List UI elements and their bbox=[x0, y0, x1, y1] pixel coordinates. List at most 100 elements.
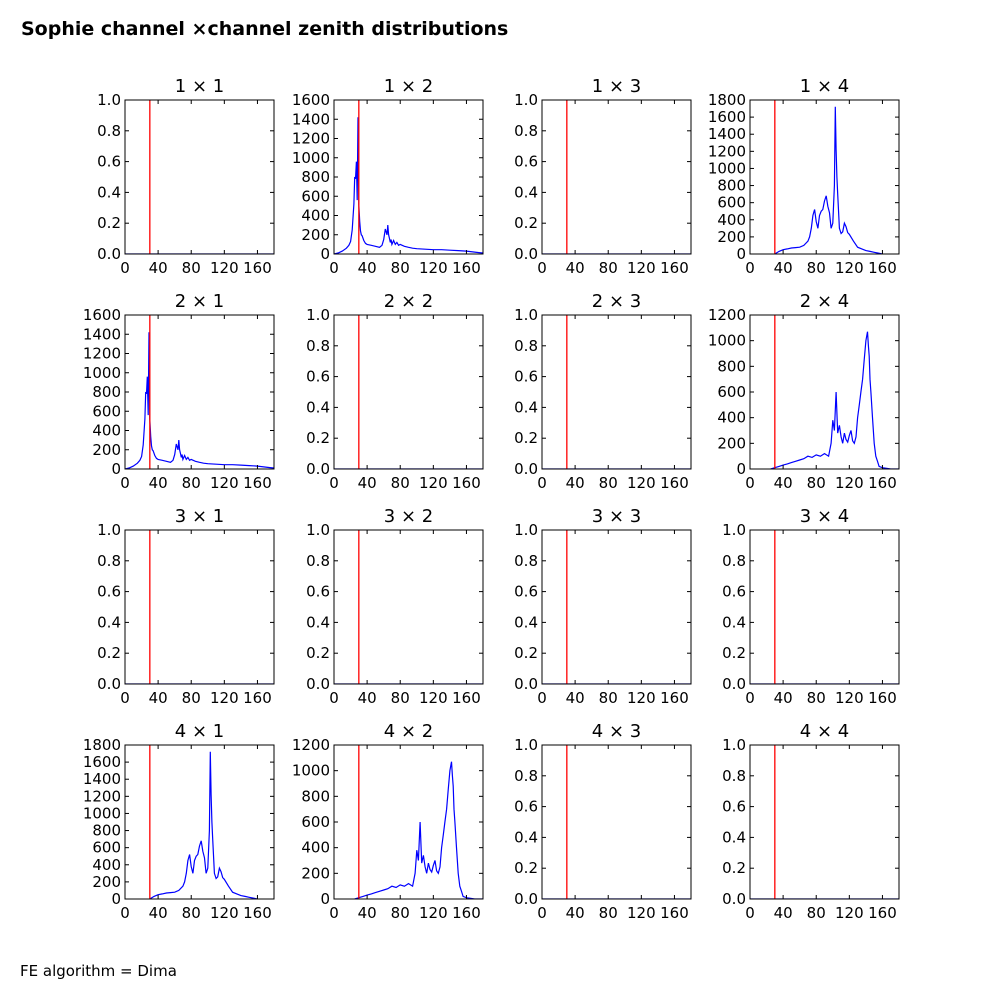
y-tick-label: 400 bbox=[717, 211, 746, 229]
y-tick-label: 1200 bbox=[292, 130, 330, 148]
y-tick-label: 1400 bbox=[83, 325, 121, 343]
subplot-title: 4 × 3 bbox=[592, 721, 641, 742]
x-tick-label: 120 bbox=[835, 474, 864, 492]
x-tick-label: 40 bbox=[149, 259, 168, 277]
subplot-2-1: 2 × 10 40 80 120 160020040060080010001200140… bbox=[83, 291, 275, 492]
y-tick-label: 0.4 bbox=[722, 828, 746, 846]
y-tick-label: 1600 bbox=[708, 108, 746, 126]
y-tick-label: 1400 bbox=[708, 125, 746, 143]
y-tick-label: 0.4 bbox=[514, 828, 538, 846]
y-tick-label: 0 bbox=[111, 890, 121, 908]
x-tick-label: 120 bbox=[835, 259, 864, 277]
x-tick-label: 80 bbox=[599, 689, 618, 707]
subplot-title: 2 × 2 bbox=[384, 291, 433, 312]
y-tick-label: 1000 bbox=[83, 364, 121, 382]
subplot-3-1: 3 × 1 0 40 80 120 160 0.0 0.2 0.4 0.6 0.8 1.0 bbox=[97, 506, 275, 707]
y-tick-label: 1000 bbox=[83, 804, 121, 822]
y-tick-label: 1600 bbox=[83, 753, 121, 771]
x-tick-label: 120 bbox=[835, 689, 864, 707]
x-tick-label: 160 bbox=[243, 259, 272, 277]
x-tick-label: 160 bbox=[868, 259, 897, 277]
subplot-4-4: 4 × 4 0 40 80 120 160 0.0 0.2 0.4 0.6 0.8 1.0 bbox=[722, 721, 900, 922]
y-tick-label: 0.2 bbox=[514, 429, 538, 447]
y-tick-label: 0.4 bbox=[514, 398, 538, 416]
y-tick-label: 0.2 bbox=[514, 859, 538, 877]
y-tick-label: 0.2 bbox=[514, 214, 538, 232]
y-tick-label: 1.0 bbox=[306, 306, 330, 324]
y-tick-label: 0.0 bbox=[97, 245, 121, 263]
axes-frame bbox=[749, 99, 900, 255]
subplot-title: 3 × 1 bbox=[175, 506, 224, 527]
axes-frame bbox=[541, 99, 692, 255]
y-tick-label: 600 bbox=[301, 187, 330, 205]
y-tick-label: 1.0 bbox=[97, 521, 121, 539]
x-tick-label: 40 bbox=[149, 689, 168, 707]
x-tick-label: 160 bbox=[452, 904, 481, 922]
y-tick-label: 200 bbox=[92, 873, 121, 891]
y-tick-label: 400 bbox=[301, 207, 330, 225]
subplot-title: 3 × 2 bbox=[384, 506, 433, 527]
y-tick-label: 0 bbox=[736, 460, 746, 478]
x-tick-label: 40 bbox=[774, 259, 793, 277]
histogram-line bbox=[125, 332, 274, 469]
x-tick-label: 120 bbox=[210, 689, 239, 707]
y-tick-label: 200 bbox=[717, 228, 746, 246]
x-tick-label: 80 bbox=[807, 689, 826, 707]
y-tick-label: 200 bbox=[301, 226, 330, 244]
axes-frame bbox=[749, 529, 900, 685]
x-tick-label: 40 bbox=[566, 904, 585, 922]
y-tick-label: 1200 bbox=[83, 787, 121, 805]
y-tick-label: 400 bbox=[92, 422, 121, 440]
x-tick-label: 160 bbox=[243, 904, 272, 922]
y-tick-label: 1.0 bbox=[722, 736, 746, 754]
y-tick-label: 600 bbox=[301, 813, 330, 831]
subplot-4-2: 4 × 2 0 40 80 120 160 0 200 400 600 800 1000 1200 bbox=[292, 721, 484, 922]
x-tick-label: 0 bbox=[745, 689, 755, 707]
y-tick-label: 1000 bbox=[292, 149, 330, 167]
y-tick-label: 0.0 bbox=[722, 890, 746, 908]
y-tick-label: 0.0 bbox=[514, 675, 538, 693]
x-tick-label: 40 bbox=[566, 474, 585, 492]
x-tick-label: 40 bbox=[566, 689, 585, 707]
subplot-title: 2 × 3 bbox=[592, 291, 641, 312]
figure-title: Sophie channel ×channel zenith distribut… bbox=[21, 18, 509, 40]
y-tick-label: 0.2 bbox=[97, 214, 121, 232]
subplot-3-4: 3 × 4 0 40 80 120 160 0.0 0.2 0.4 0.6 0.8 1.0 bbox=[722, 506, 900, 707]
subplot-3-3: 3 × 3 0 40 80 120 160 0.0 0.2 0.4 0.6 0.8 1.0 bbox=[514, 506, 692, 707]
x-tick-label: 160 bbox=[452, 689, 481, 707]
y-tick-label: 0.0 bbox=[306, 675, 330, 693]
x-tick-label: 40 bbox=[774, 904, 793, 922]
subplot-title: 2 × 1 bbox=[175, 291, 224, 312]
axes-frame bbox=[541, 529, 692, 685]
x-tick-label: 0 bbox=[537, 904, 547, 922]
y-tick-label: 800 bbox=[301, 787, 330, 805]
axes-frame bbox=[124, 744, 275, 900]
subplot-title: 1 × 4 bbox=[800, 76, 849, 97]
y-tick-label: 0.8 bbox=[306, 337, 330, 355]
y-tick-label: 0.6 bbox=[306, 583, 330, 601]
axes-frame bbox=[541, 744, 692, 900]
histogram-line bbox=[149, 751, 258, 899]
x-tick-label: 0 bbox=[537, 689, 547, 707]
y-tick-label: 0.4 bbox=[514, 183, 538, 201]
x-tick-label: 40 bbox=[358, 474, 377, 492]
subplot-title: 4 × 4 bbox=[800, 721, 849, 742]
axes-frame bbox=[541, 314, 692, 470]
x-tick-label: 0 bbox=[329, 904, 339, 922]
y-tick-label: 0.6 bbox=[514, 368, 538, 386]
x-tick-label: 80 bbox=[182, 689, 201, 707]
y-tick-label: 0.2 bbox=[722, 644, 746, 662]
y-tick-label: 1.0 bbox=[514, 306, 538, 324]
y-tick-label: 0.0 bbox=[514, 460, 538, 478]
x-tick-label: 120 bbox=[210, 259, 239, 277]
x-tick-label: 80 bbox=[599, 259, 618, 277]
x-tick-label: 0 bbox=[329, 689, 339, 707]
y-tick-label: 0.2 bbox=[722, 859, 746, 877]
y-tick-label: 400 bbox=[92, 856, 121, 874]
y-tick-label: 1200 bbox=[83, 345, 121, 363]
y-tick-label: 0.6 bbox=[514, 583, 538, 601]
y-tick-label: 0 bbox=[736, 245, 746, 263]
y-tick-label: 1200 bbox=[292, 736, 330, 754]
